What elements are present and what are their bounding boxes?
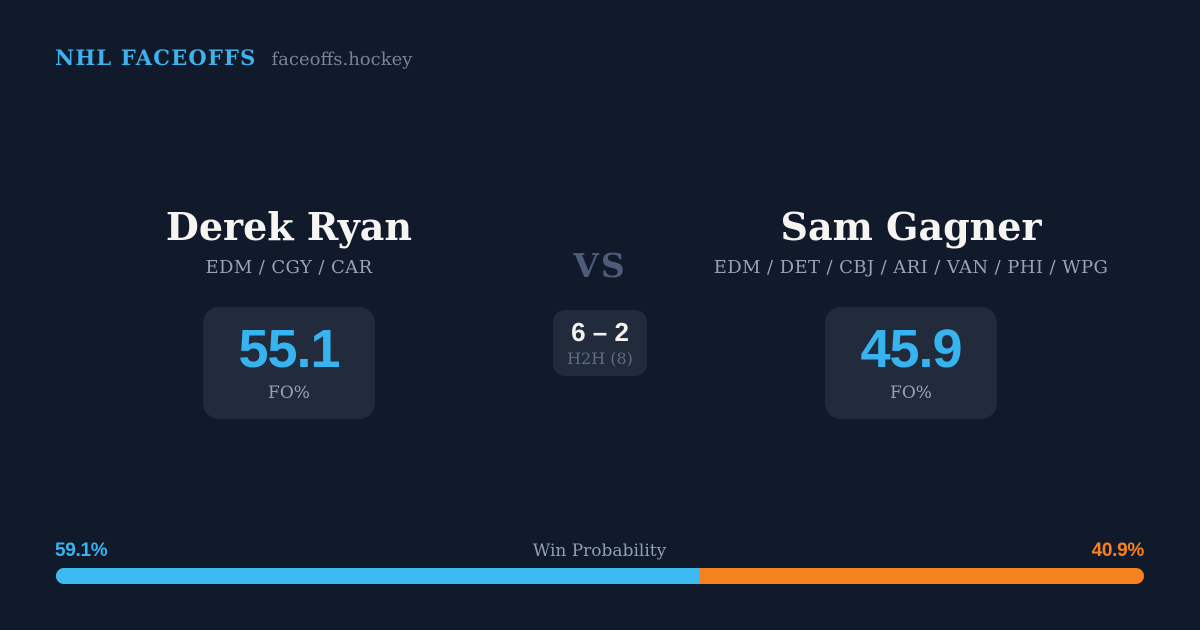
win-probability-bar — [56, 568, 1144, 584]
win-bar-left — [56, 568, 699, 584]
brand-logo: NHL FACEOFFS — [55, 45, 257, 70]
site-domain: faceoffs.hockey — [271, 49, 413, 70]
win-probability-left-pct: 59.1% — [55, 540, 108, 561]
player-left-stat-box: 55.1 FO% — [203, 306, 375, 419]
player-left-teams: EDM / CGY / CAR — [205, 256, 373, 278]
player-right-fo-pct: 45.9 — [860, 319, 962, 379]
player-left-stat-label: FO% — [268, 383, 310, 403]
win-probability-right-pct: 40.9% — [1091, 540, 1145, 561]
player-left-fo-pct: 55.1 — [238, 319, 340, 379]
player-right-name: Sam Gagner — [780, 204, 1042, 249]
win-probability-labels: 59.1% Win Probability 40.9% — [55, 540, 1144, 562]
player-left-section: Derek Ryan EDM / CGY / CAR 55.1 FO% — [70, 203, 508, 419]
vs-label: VS — [573, 246, 627, 285]
player-right-teams: EDM / DET / CBJ / ARI / VAN / PHI / WPG — [713, 256, 1109, 278]
player-right-section: Sam Gagner EDM / DET / CBJ / ARI / VAN /… — [692, 203, 1130, 419]
matchup-center-section: VS 6 – 2 H2H (8) — [530, 246, 670, 376]
h2h-box: 6 – 2 H2H (8) — [553, 310, 647, 376]
player-right-stat-label: FO% — [890, 383, 932, 403]
win-probability-title: Win Probability — [532, 541, 667, 561]
h2h-count-label: H2H (8) — [567, 348, 633, 368]
player-right-stat-box: 45.9 FO% — [825, 306, 997, 419]
player-left-name: Derek Ryan — [165, 204, 413, 249]
header: NHL FACEOFFS faceoffs.hockey — [55, 45, 412, 70]
h2h-score: 6 – 2 — [571, 317, 629, 348]
